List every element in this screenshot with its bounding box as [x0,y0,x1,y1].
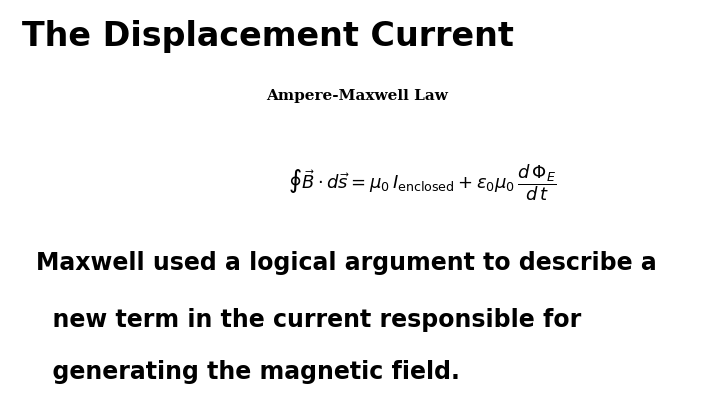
Text: The Displacement Current: The Displacement Current [22,20,513,53]
Text: $\oint \vec{B} \cdot d\vec{s} = \mu_0\, I_{\mathrm{enclosed}} + \varepsilon_0 \m: $\oint \vec{B} \cdot d\vec{s} = \mu_0\, … [288,162,557,202]
Text: generating the magnetic field.: generating the magnetic field. [36,360,460,384]
Text: Ampere-Maxwell Law: Ampere-Maxwell Law [266,89,449,103]
Text: new term in the current responsible for: new term in the current responsible for [36,308,581,332]
Text: Maxwell used a logical argument to describe a: Maxwell used a logical argument to descr… [36,251,657,275]
